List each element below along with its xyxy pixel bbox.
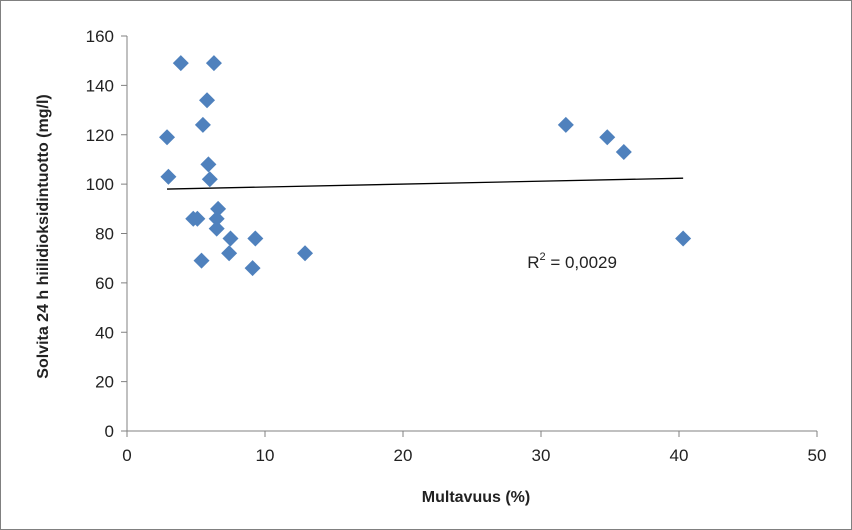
y-axis-title: Solvita 24 h hiilidioksidintuotto (mg/l): [35, 94, 52, 378]
data-point: [210, 200, 227, 217]
data-point: [247, 230, 264, 247]
data-point: [615, 144, 632, 161]
data-point: [208, 210, 225, 227]
y-tick-label: 60: [95, 274, 114, 293]
data-point: [199, 92, 216, 109]
data-point: [297, 245, 314, 262]
data-point: [599, 129, 616, 146]
data-point: [222, 230, 239, 247]
x-tick-label: 10: [256, 446, 275, 465]
x-tick-label: 20: [394, 446, 413, 465]
y-tick-label: 100: [86, 175, 114, 194]
data-point: [675, 230, 692, 247]
data-point: [200, 156, 217, 173]
data-point: [160, 168, 177, 185]
x-tick-label: 30: [532, 446, 551, 465]
y-tick-label: 40: [95, 323, 114, 342]
data-point: [189, 210, 206, 227]
r-squared-superscript: 2: [539, 251, 545, 263]
x-axis-ticks: 0 10 20 30 40 50: [122, 431, 826, 465]
data-point: [159, 129, 176, 146]
data-point: [194, 116, 211, 133]
r-squared-base: R: [527, 253, 539, 272]
r-squared-annotation: R2 = 0,0029: [527, 251, 617, 272]
y-tick-label: 140: [86, 76, 114, 95]
y-tick-label: 80: [95, 225, 114, 244]
y-tick-label: 0: [105, 422, 114, 441]
y-tick-label: 120: [86, 126, 114, 145]
data-point: [557, 116, 574, 133]
x-tick-label: 40: [670, 446, 689, 465]
data-point: [244, 260, 261, 277]
trendline: [167, 177, 684, 190]
x-axis-title: Multavuus (%): [422, 489, 530, 506]
data-points: [159, 55, 692, 277]
y-tick-label: 20: [95, 373, 114, 392]
x-tick-label: 0: [122, 446, 131, 465]
r-squared-value: = 0,0029: [546, 253, 617, 272]
x-tick-label: 50: [808, 446, 827, 465]
y-tick-label: 160: [86, 27, 114, 46]
data-point: [208, 220, 225, 237]
data-point: [221, 245, 238, 262]
data-point: [172, 55, 189, 72]
data-point: [205, 55, 222, 72]
data-point: [193, 252, 210, 269]
y-axis-ticks: 0 20 40 60 80 100 120 140 160: [86, 27, 127, 441]
data-point: [201, 171, 218, 188]
